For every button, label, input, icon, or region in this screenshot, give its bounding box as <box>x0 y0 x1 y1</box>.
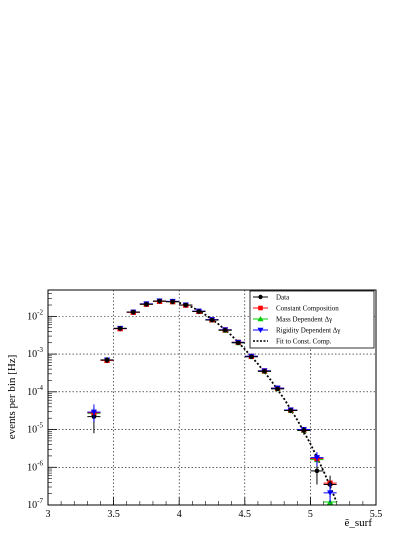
legend-marker <box>257 327 264 333</box>
data-point <box>301 428 307 433</box>
data-point <box>314 468 320 474</box>
fit-line <box>178 301 338 503</box>
x-tick-label: 4.5 <box>239 509 252 520</box>
data-point <box>196 309 202 314</box>
x-tick-labels: 3 3.5 4 4.5 5 5.5 <box>46 509 383 520</box>
x-tick-label: 3.5 <box>107 509 120 520</box>
fit-curve <box>178 301 338 503</box>
data-point <box>275 386 280 392</box>
data-point <box>262 368 267 374</box>
data-point <box>104 357 110 363</box>
data-point <box>235 340 241 346</box>
legend-marker <box>258 294 263 300</box>
legend-label: Data <box>276 294 290 302</box>
y-axis-title: events per bin [Hz] <box>6 355 18 440</box>
axis-ticks <box>47 293 377 506</box>
data-point <box>209 317 215 323</box>
data-point <box>170 299 175 304</box>
x-axis-title: ẽ_surf <box>345 517 373 529</box>
data-point <box>130 309 136 315</box>
x-tick-label: 3 <box>46 509 51 520</box>
y-tick-labels: 10-7 10-6 10-5 10-4 10-3 10-2 <box>27 308 43 511</box>
x-tick-label: 5.5 <box>370 509 383 520</box>
data-point <box>157 298 162 304</box>
y-tick-label: 10-2 <box>27 308 43 322</box>
legend-marker <box>258 305 263 311</box>
x-tick-label: 5 <box>308 509 313 520</box>
data-point <box>183 302 189 308</box>
y-tick-label: 10-5 <box>27 422 43 436</box>
x-tick-label: 4 <box>177 509 182 520</box>
data-points <box>87 298 337 505</box>
data-point <box>288 408 294 413</box>
data-point <box>144 301 149 307</box>
data-point <box>222 327 228 333</box>
y-tick-label: 10-4 <box>27 384 43 398</box>
data-point <box>117 326 123 331</box>
y-tick-label: 10-3 <box>27 346 43 360</box>
legend-marker <box>257 316 264 322</box>
legend-label: Mass Dependent Δγ <box>276 316 332 324</box>
y-tick-label: 10-6 <box>27 459 43 473</box>
legend-box <box>249 290 375 349</box>
data-point <box>249 354 254 360</box>
legend-label: Rigidity Dependent Δγ <box>276 327 340 335</box>
legend-label: Constant Composition <box>276 305 339 313</box>
legend: Data Constant Composition Mass Dependent Δ… <box>249 290 375 349</box>
y-tick-label: 10-7 <box>27 497 43 511</box>
legend-label: Fit to Const. Comp. <box>276 338 332 346</box>
